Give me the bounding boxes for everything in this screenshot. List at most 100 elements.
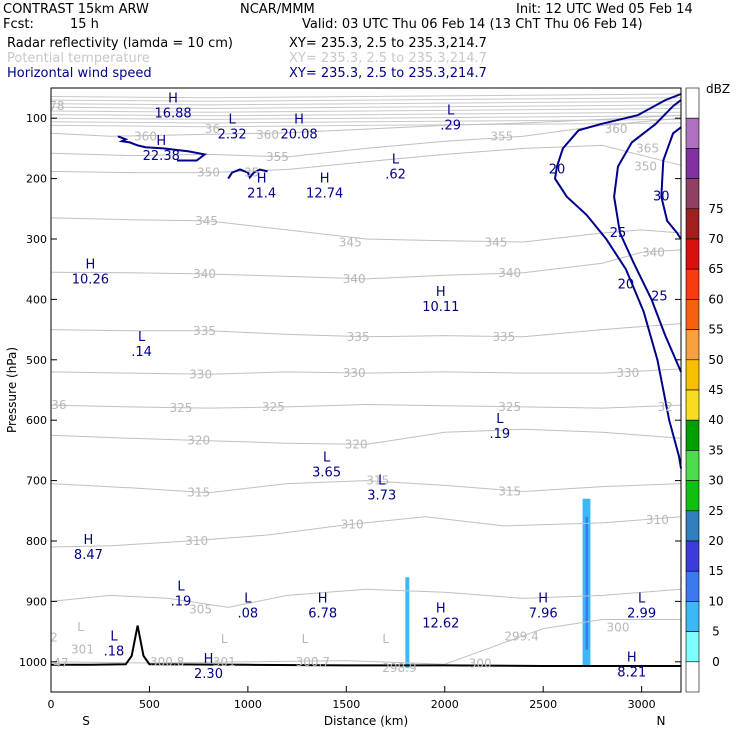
theta-upper-contour [50, 108, 682, 113]
colorbar-unit: dBZ [706, 82, 730, 96]
wind-extremum-value: .29 [440, 118, 461, 133]
wind-contour-30 [660, 126, 682, 240]
x-tick-label: 500 [139, 698, 160, 711]
theta-label: L [302, 632, 309, 646]
colorbar-tick-label: 25 [708, 504, 723, 518]
plot-frame [50, 87, 682, 693]
colorbar-swatch [685, 329, 700, 361]
colorbar-tick-label: 5 [712, 625, 720, 639]
theta-label: 320 [345, 437, 368, 451]
y-tick-label: 300 [26, 233, 47, 246]
theta-contour-350 [50, 144, 682, 174]
wind-extremum-value: 10.26 [72, 272, 109, 287]
colorbar-tick-label: 35 [708, 443, 723, 457]
theta-contour-340 [50, 249, 682, 280]
colorbar-swatch [685, 359, 700, 391]
colorbar-tick-label: 40 [708, 413, 723, 427]
wind-extremum-kind: H [168, 91, 178, 106]
colorbar-tick-label: 70 [708, 232, 723, 246]
wind-extremum-kind: L [229, 112, 237, 127]
wind-extremum-kind: H [627, 651, 637, 666]
theta-contour-325 [50, 403, 682, 409]
theta-upper-contour [50, 115, 682, 120]
wind-extremum-value: 16.88 [154, 106, 191, 121]
y-tick-label: 400 [26, 293, 47, 306]
theta-label: 360 [605, 122, 628, 136]
colorbar: 0 5 10 15 20 25 30 35 40 45 50 55 60 65 70 75 [685, 87, 724, 693]
theta-label: 32 [658, 400, 673, 414]
wind-extremum-kind: L [110, 629, 118, 644]
wind-extremum-value: 2.30 [194, 667, 223, 682]
x-tick-label: 3000 [628, 698, 656, 711]
theta-label: 301 [213, 655, 236, 669]
x-end-left-label: S [82, 714, 90, 728]
wind-contour-label: 30 [653, 190, 670, 205]
x-axis-label: Distance (km) [324, 714, 408, 728]
theta-upper-contour [50, 104, 682, 110]
wind-extremum-kind: H [84, 533, 94, 548]
theta-label: 340 [193, 267, 216, 281]
theta-label: 78 [49, 99, 64, 113]
wind-extremum-kind: L [378, 474, 386, 489]
wind-extremum-value: 6.78 [308, 606, 337, 621]
theta-label: 325 [498, 400, 521, 414]
center-label: NCAR/MMM [240, 2, 315, 17]
colorbar-swatch [685, 601, 700, 632]
wind-extremum-value: 7.96 [529, 606, 558, 621]
wind-extremum-value: 2.32 [218, 127, 247, 142]
y-tick-label: 100 [26, 112, 47, 125]
theta-label: 345 [339, 236, 362, 250]
colorbar-tick-label: 30 [708, 474, 723, 488]
theta-contour-360 [50, 114, 682, 137]
wind-contour-25 [613, 99, 682, 373]
theta-contour-310 [50, 516, 682, 548]
theta-upper-contour [50, 111, 682, 117]
wind-extremum-kind: H [294, 112, 304, 127]
colorbar-swatch [685, 117, 700, 149]
colorbar-swatch [685, 570, 700, 602]
colorbar-swatch [685, 540, 700, 572]
y-tick-label: 700 [26, 475, 47, 488]
wind-extremum-value: .18 [104, 644, 125, 659]
theta-label: 310 [646, 513, 669, 527]
y-tick-label: 900 [26, 595, 47, 608]
wind-extremum-kind: H [156, 134, 166, 149]
terrain-line [51, 625, 681, 667]
x-tick-label: 1500 [332, 698, 360, 711]
theta-label: 36 [51, 398, 66, 412]
theta-label: 300 [607, 620, 630, 634]
colorbar-tick-label: 20 [708, 534, 723, 548]
colorbar-swatch [685, 238, 700, 270]
theta-label: 360 [134, 129, 157, 143]
legend-theta-xy: XY= 235.3, 2.5 to 235.3,214.7 [289, 51, 487, 66]
wind-extremum-value: 10.11 [422, 300, 459, 315]
colorbar-tick-label: 0 [712, 655, 720, 669]
fcst-label: Fcst: [3, 17, 34, 32]
wind-extremum-kind: H [320, 172, 330, 187]
wind-extremum-kind: L [496, 412, 504, 427]
colorbar-swatch [685, 450, 700, 481]
colorbar-swatch [685, 631, 700, 663]
theta-label: 325 [169, 401, 192, 415]
theta-label: 310 [341, 518, 364, 532]
theta-contour-345 [50, 217, 682, 243]
model-title: CONTRAST 15km ARW [3, 2, 149, 17]
theta-label: 330 [343, 366, 366, 380]
wind-extremum-kind: H [436, 285, 446, 300]
wind-extremum-value: 20.08 [280, 127, 317, 142]
wind-extremum-value: .62 [385, 167, 406, 182]
theta-contour-320 [50, 428, 682, 445]
colorbar-swatch [685, 510, 700, 542]
wind-contour-20-outer [553, 93, 682, 469]
theta-label: 330 [189, 367, 212, 381]
wind-extremum-value: 12.74 [306, 187, 343, 202]
colorbar-swatch [685, 480, 700, 512]
legend-reflectivity-label: Radar reflectivity (lamda = 10 cm) [7, 36, 233, 51]
theta-label: 298.9 [382, 661, 416, 675]
legend-wind-label: Horizontal wind speed [7, 66, 152, 81]
theta-contour-300 [50, 619, 681, 665]
wind-contour-label: 25 [610, 226, 627, 241]
theta-label: 340 [498, 266, 521, 280]
theta-label: 335 [492, 330, 515, 344]
